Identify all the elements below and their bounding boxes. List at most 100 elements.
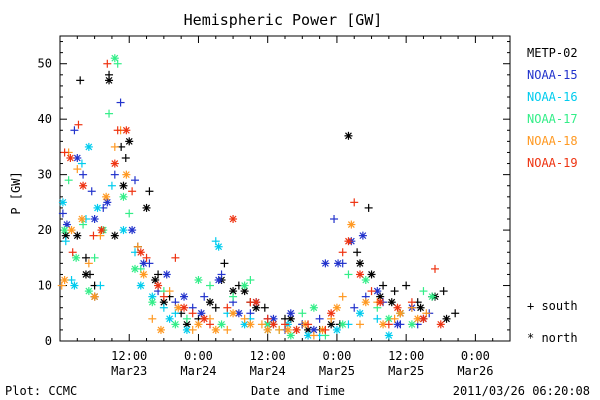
south-point: [275, 325, 284, 334]
north-point: [131, 264, 139, 273]
legend-south-marker: + south: [527, 299, 578, 313]
north-point: [136, 281, 145, 290]
south-point: [321, 325, 330, 334]
south-point: [188, 309, 197, 318]
north-point: [171, 320, 180, 329]
north-point: [180, 292, 189, 301]
south-point: [350, 198, 359, 207]
south-point: [419, 287, 428, 296]
north-point: [384, 331, 393, 340]
north-point: [162, 270, 171, 279]
south-point: [344, 270, 353, 279]
south-point: [76, 76, 85, 85]
y-tick-label: 30: [38, 168, 52, 182]
x-tick-time-label: 12:00: [111, 349, 147, 363]
north-point: [58, 198, 67, 207]
y-tick-label: 10: [38, 279, 52, 293]
north-point: [148, 298, 157, 307]
north-point: [229, 287, 238, 296]
north-point: [60, 276, 69, 284]
north-point: [436, 320, 445, 329]
legend: METP-02 NOAA-15 NOAA-16 NOAA-17 NOAA-18 NOAA-…: [527, 46, 578, 345]
north-point: [356, 270, 364, 279]
north-point: [128, 226, 137, 235]
north-point: [240, 281, 249, 290]
north-point: [358, 231, 367, 240]
north-point: [151, 276, 160, 284]
south-point: [81, 253, 90, 262]
x-tick-date-label: Mar24: [180, 364, 216, 378]
south-point: [96, 231, 105, 240]
x-axis-label: Date and Time: [251, 384, 345, 398]
south-point: [353, 248, 362, 257]
north-point: [90, 292, 99, 301]
south-point: [113, 126, 122, 135]
north-point: [73, 154, 82, 162]
north-point: [327, 309, 336, 318]
north-point: [174, 303, 183, 312]
north-point: [122, 126, 131, 135]
north-point: [110, 54, 119, 63]
north-point: [361, 298, 370, 307]
south-point: [142, 253, 151, 262]
south-point: [77, 159, 86, 168]
north-point: [286, 314, 295, 323]
north-point: [252, 298, 261, 307]
north-point: [119, 181, 128, 190]
x-tick-time-label: 0:00: [461, 349, 490, 363]
south-point: [223, 303, 232, 312]
north-point: [194, 276, 203, 284]
south-point: [148, 314, 157, 323]
north-point: [139, 259, 148, 268]
south-point: [68, 248, 77, 257]
y-tick-label: 40: [38, 112, 52, 126]
south-point: [79, 220, 88, 229]
north-point: [428, 292, 437, 301]
north-point: [73, 231, 82, 240]
north-point: [93, 203, 102, 212]
north-point: [338, 320, 347, 329]
north-point: [136, 248, 145, 257]
north-point: [105, 76, 114, 85]
south-point: [84, 259, 93, 268]
south-point: [263, 314, 272, 323]
north-point: [72, 253, 81, 262]
south-point: [384, 320, 393, 329]
north-point: [84, 142, 93, 151]
legend-entry: METP-02: [527, 46, 578, 60]
south-point: [64, 176, 73, 185]
data-points: [57, 54, 460, 340]
south-point: [188, 325, 197, 334]
south-point: [350, 303, 359, 312]
south-point: [105, 109, 114, 118]
north-point: [90, 215, 99, 223]
y-tick-label: 50: [38, 57, 52, 71]
north-point: [180, 303, 189, 312]
legend-north-marker: * north: [527, 331, 578, 345]
legend-entry: NOAA-17: [527, 112, 578, 126]
south-point: [206, 320, 214, 329]
north-point: [79, 181, 88, 190]
north-point: [214, 276, 223, 284]
south-point: [402, 281, 411, 290]
north-point: [84, 287, 93, 296]
chart-title: Hemispheric Power [GW]: [184, 11, 383, 29]
north-point: [344, 131, 353, 140]
y-axis: 0 10 20 30 40 50: [38, 41, 510, 348]
north-point: [347, 220, 356, 229]
south-point: [260, 303, 269, 312]
south-point: [159, 303, 168, 312]
south-point: [131, 176, 139, 185]
south-point: [338, 248, 347, 257]
south-point: [390, 314, 399, 323]
south-point: [309, 331, 318, 340]
north-point: [197, 309, 206, 318]
x-tick-time-label: 0:00: [322, 349, 351, 363]
north-point: [77, 215, 86, 223]
south-point: [364, 203, 373, 212]
north-point: [246, 320, 255, 329]
x-tick-date-label: Mar25: [319, 364, 355, 378]
south-point: [390, 287, 399, 296]
south-point: [451, 309, 460, 318]
